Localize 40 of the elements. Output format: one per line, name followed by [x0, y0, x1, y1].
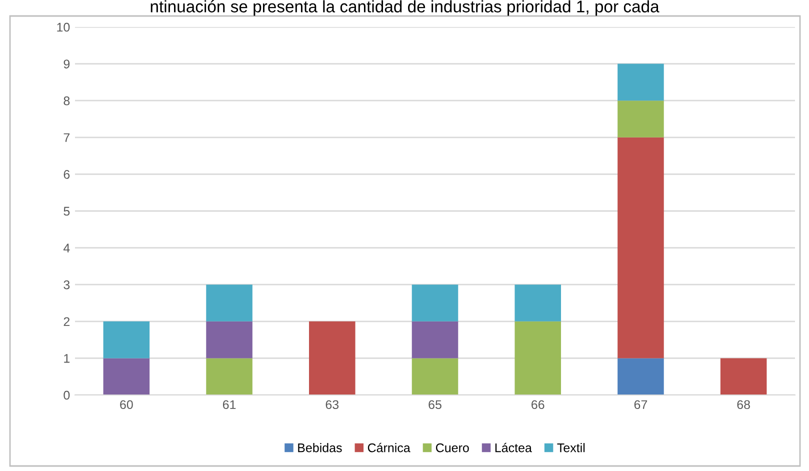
- legend-label: Láctea: [495, 442, 532, 452]
- bar: [412, 321, 458, 358]
- chart-title: ntinuación se presenta la cantidad de industrias prioridad 1, por cada: [150, 0, 660, 16]
- bar: [514, 321, 561, 395]
- bar: [103, 358, 150, 395]
- x-tick-label: 68: [737, 400, 750, 410]
- y-tick-label: 5: [64, 206, 70, 216]
- x-tick-label: 65: [428, 400, 442, 410]
- bar: [514, 284, 561, 322]
- bar: [720, 358, 767, 395]
- legend-label: Cuero: [436, 443, 469, 452]
- bar: [309, 321, 356, 395]
- x-tick-label: 61: [222, 400, 236, 410]
- x-tick-label: 66: [532, 400, 544, 410]
- bar: [206, 284, 252, 322]
- bar: [618, 64, 664, 101]
- x-tick-label: 60: [120, 400, 133, 410]
- y-tick-label: 9: [64, 60, 70, 68]
- y-tick-label: 7: [64, 133, 70, 142]
- bar: [412, 358, 458, 395]
- bar: [103, 321, 150, 358]
- legend-label: Bebidas: [298, 443, 342, 452]
- y-tick-label: 6: [64, 170, 70, 179]
- y-tick-label: 0: [64, 390, 70, 400]
- x-tick-label: 63: [326, 400, 339, 410]
- y-tick-label: 1: [64, 354, 70, 363]
- y-tick-label: 2: [64, 317, 70, 326]
- legend-label: Cárnica: [368, 442, 410, 452]
- x-tick-label: 67: [634, 400, 648, 410]
- bar: [618, 100, 664, 138]
- y-tick-label: 4: [63, 244, 70, 252]
- bar: [618, 137, 664, 358]
- y-tick-label: 3: [64, 280, 70, 290]
- bar: [206, 358, 252, 395]
- y-tick-label: 8: [64, 96, 70, 106]
- bar: [412, 284, 458, 322]
- y-tick-label: 10: [57, 22, 70, 32]
- bar: [206, 321, 252, 358]
- bar: [618, 358, 664, 395]
- legend-label: Textil: [557, 443, 585, 452]
